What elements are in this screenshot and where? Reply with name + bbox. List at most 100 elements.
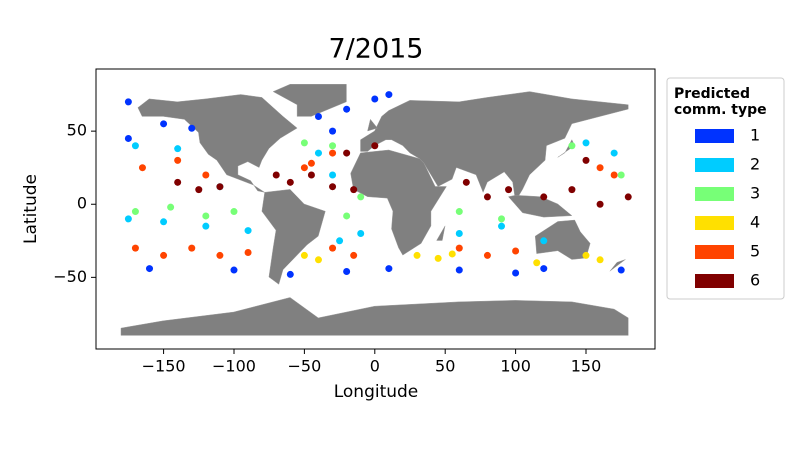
x-tick-label: −50 (288, 357, 322, 376)
data-point (131, 244, 139, 252)
legend-label: 4 (750, 213, 760, 232)
data-point (371, 95, 379, 103)
data-point (357, 229, 365, 237)
data-point (385, 265, 393, 273)
data-point (434, 254, 442, 262)
legend-swatch (695, 216, 734, 230)
y-tick-label: 50 (67, 121, 87, 140)
data-point (124, 98, 132, 106)
data-point (512, 247, 520, 255)
data-point (272, 171, 280, 179)
data-point (343, 105, 351, 113)
data-point (124, 134, 132, 142)
data-point (357, 193, 365, 201)
data-point (610, 171, 618, 179)
data-point (350, 251, 358, 259)
data-point (286, 178, 294, 186)
x-tick-label: 0 (370, 357, 380, 376)
data-point (455, 266, 463, 274)
data-point (455, 208, 463, 216)
data-point (455, 244, 463, 252)
data-point (540, 237, 548, 245)
data-point (610, 149, 618, 157)
data-point (329, 142, 337, 150)
data-point (568, 142, 576, 150)
data-point (244, 248, 252, 256)
data-point (174, 178, 182, 186)
x-tick-label: 100 (500, 357, 531, 376)
y-tick-label: 0 (77, 194, 87, 213)
data-point (462, 178, 470, 186)
x-tick-label: 150 (571, 357, 602, 376)
data-point (343, 149, 351, 157)
data-point (131, 142, 139, 150)
data-point (307, 159, 315, 167)
data-point (617, 266, 625, 274)
data-point (307, 171, 315, 179)
data-point (343, 212, 351, 220)
legend-label: 6 (750, 271, 760, 290)
data-point (300, 139, 308, 147)
plot-frame (95, 68, 656, 350)
data-point (455, 229, 463, 237)
data-point (174, 145, 182, 153)
data-point (160, 251, 168, 259)
legend-label: 1 (750, 126, 760, 145)
data-point (582, 251, 590, 259)
data-point (202, 212, 210, 220)
data-point (174, 156, 182, 164)
x-tick-label: 50 (435, 357, 455, 376)
data-point (160, 120, 168, 128)
data-point (230, 208, 238, 216)
data-point (195, 186, 203, 194)
legend-label: 3 (750, 184, 760, 203)
data-point (582, 156, 590, 164)
legend-swatch (695, 187, 734, 201)
data-point (202, 171, 210, 179)
y-axis-label: Latitude (21, 174, 41, 244)
data-point (336, 237, 344, 245)
data-point (329, 171, 337, 179)
data-point (596, 164, 604, 172)
data-point (329, 183, 337, 191)
data-point (505, 186, 513, 194)
data-point (483, 251, 491, 259)
data-point (329, 127, 337, 135)
data-point (533, 259, 541, 267)
y-tick-label: −50 (53, 267, 87, 286)
data-point (483, 193, 491, 201)
data-point (244, 227, 252, 235)
x-axis-label: Longitude (334, 382, 419, 402)
data-point (286, 270, 294, 278)
x-tick-label: −100 (212, 357, 256, 376)
data-point (216, 183, 224, 191)
data-point (413, 251, 421, 259)
data-point (300, 164, 308, 172)
data-point (230, 266, 238, 274)
legend-swatch (695, 274, 734, 288)
legend-label: 5 (750, 242, 760, 261)
data-point (385, 91, 393, 99)
legend-title: Predicted (674, 86, 750, 102)
data-point (498, 222, 506, 230)
data-point (188, 244, 196, 252)
data-point (314, 256, 322, 264)
data-point (300, 251, 308, 259)
data-point (540, 265, 548, 273)
chart-title: 7/2015 (329, 34, 424, 65)
data-point (216, 251, 224, 259)
data-point (350, 186, 358, 194)
data-point (568, 186, 576, 194)
data-point (624, 193, 632, 201)
data-point (512, 269, 520, 277)
data-point (124, 215, 132, 223)
data-point (617, 171, 625, 179)
data-point (596, 200, 604, 208)
data-point (160, 218, 168, 226)
legend-swatch (695, 245, 734, 259)
data-point (138, 164, 146, 172)
data-point (540, 193, 548, 201)
data-point (202, 222, 210, 230)
data-point (448, 250, 456, 258)
legend-label: 2 (750, 155, 760, 174)
